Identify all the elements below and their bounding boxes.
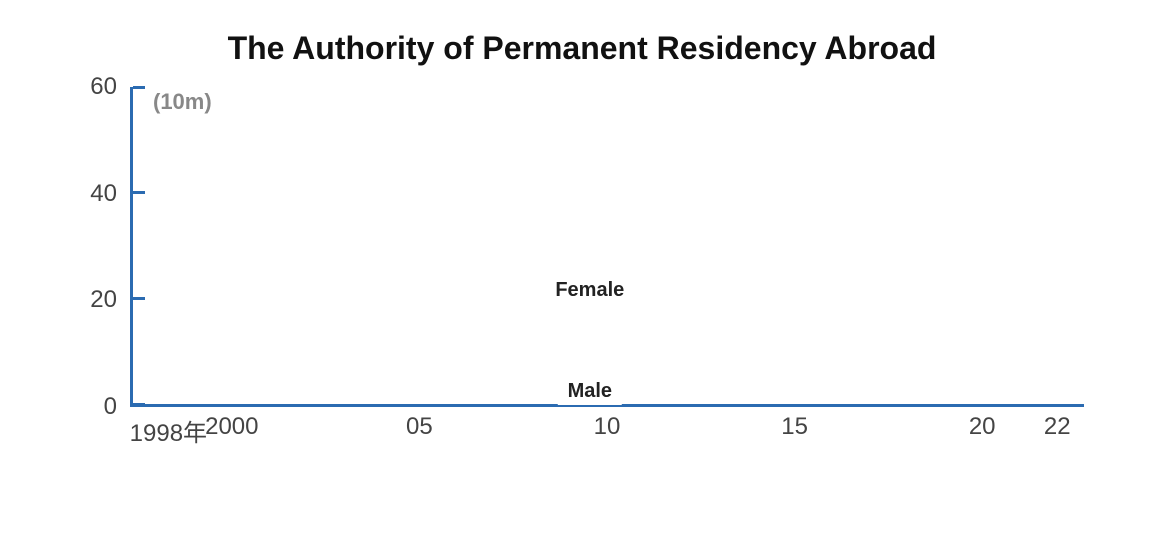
y-axis-labels: 0204060 [80, 87, 125, 407]
y-tick [133, 191, 145, 194]
legend-male: Male [558, 378, 622, 405]
y-tick [133, 297, 145, 300]
y-tick [133, 86, 145, 89]
x-tick-label: 1998年 [130, 413, 207, 448]
x-tick-label: 2000 [205, 413, 258, 441]
chart-area: 0204060 (10m) Female Male 1998年200005101… [80, 77, 1084, 447]
x-tick-label: 22 [1044, 413, 1071, 441]
y-tick-label: 40 [90, 180, 117, 208]
x-tick-label: 20 [969, 413, 996, 441]
x-axis-labels: 1998年2000 05 10 15 20 22 [130, 409, 1084, 447]
x-tick-label: 15 [781, 413, 808, 441]
chart-container: The Authority of Permanent Residency Abr… [0, 0, 1164, 542]
legend-female: Female [545, 277, 634, 304]
y-tick-label: 60 [90, 73, 117, 101]
chart-title: The Authority of Permanent Residency Abr… [0, 30, 1164, 67]
bars-container [141, 87, 1076, 404]
y-tick-label: 0 [104, 393, 117, 421]
plot-area: (10m) Female Male [130, 87, 1084, 407]
y-tick [133, 403, 145, 406]
y-tick-label: 20 [90, 286, 117, 314]
x-tick-label: 05 [406, 413, 433, 441]
x-tick-label: 10 [594, 413, 621, 441]
